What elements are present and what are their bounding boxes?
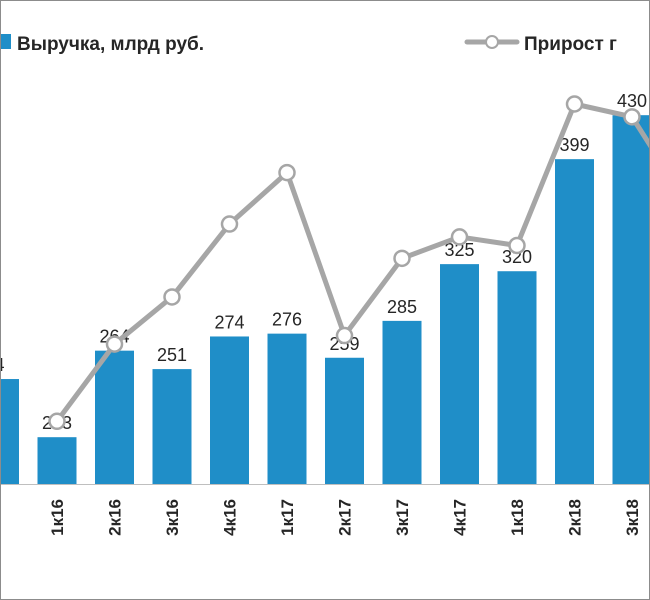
growth-line [54,101,649,424]
bar-edge-0 [1,379,19,484]
x-tick-label: 4к17 [451,499,470,536]
bar-2к16 [95,350,134,484]
bar-value-label: 430 [617,91,647,111]
bar-value-label: 285 [387,297,417,317]
x-tick-label: 3к16 [163,499,182,536]
bar-value-label: 276 [272,310,302,330]
growth-point [623,108,641,126]
bar-4к16 [210,336,249,484]
bar-value-label: 274 [214,312,244,332]
bar-1к18 [497,271,537,484]
growth-point [48,412,66,431]
x-tick-label: 3к18 [623,499,642,536]
growth-point [105,335,124,353]
bar-1к16 [37,437,77,484]
x-tick-label: 1к17 [278,499,297,536]
bar-value-label: 320 [502,247,532,267]
bar-3к18 [612,115,649,485]
bar-1к17 [267,333,307,484]
legend-marker-growth [485,35,499,49]
x-tick-label: 1к18 [508,499,527,536]
bar-value-label: 4 [1,355,5,375]
growth-point [565,95,584,113]
growth-point [163,288,181,306]
legend-label-revenue: Выручка, млрд руб. [17,34,204,55]
legend-swatch-revenue [1,34,11,49]
x-tick-label: 2к18 [566,499,585,536]
growth-point [335,326,354,345]
bar-4к17 [440,264,479,484]
x-tick-label: 2к16 [106,499,125,536]
bar-2к17 [325,357,364,484]
growth-point [393,249,411,268]
bar-3к17 [382,320,422,484]
legend-label-growth: Прирост г [524,34,617,55]
bar-3к16 [152,369,192,484]
x-tick-label: 2к17 [336,499,355,536]
bar-2к18 [555,159,594,485]
growth-point [278,163,296,182]
x-tick-label: 3к17 [393,499,412,536]
bar-value-label: 399 [559,135,589,155]
x-tick-label: 1к16 [48,499,67,536]
bar-value-label: 325 [444,240,474,260]
growth-point [508,236,526,255]
x-tick-label: 4к16 [221,499,240,536]
growth-point [450,228,469,246]
legend: Выручка, млрд руб. Прирост г [1,34,617,55]
bar-value-label: 251 [157,345,187,365]
growth-point [220,215,239,233]
